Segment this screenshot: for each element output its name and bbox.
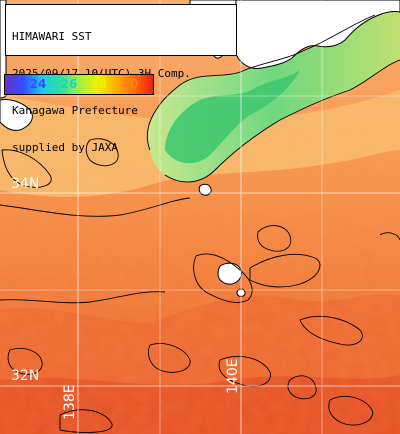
cold-water-core: [165, 70, 300, 164]
title-line-product: HIMAWARI SST: [12, 29, 92, 43]
land-honshu: [233, 0, 400, 69]
title-line-region: Kanagawa Prefecture: [12, 104, 138, 118]
colorbar-tick-26: 26: [60, 77, 78, 91]
lat-label-32n: 32N: [11, 368, 40, 384]
island-oshima: [217, 262, 243, 285]
lon-label-140e: 140E: [225, 358, 241, 394]
lat-label-34n: 34N: [11, 176, 40, 192]
sst-colorbar: 24 26 28 30: [4, 74, 154, 95]
colorbar-tick-30: 30: [121, 77, 139, 91]
title-line-credit: supplied by JAXA: [12, 141, 118, 155]
colorbar-tick-28: 28: [90, 77, 108, 91]
lon-label-138e: 138E: [62, 384, 78, 420]
map-title-box: HIMAWARI SST 2025/09/17 10(UTC) 3H Comp.…: [5, 4, 237, 154]
land-western-coast: [0, 99, 33, 131]
colorbar-tick-24: 24: [29, 77, 47, 91]
island-small: [198, 183, 212, 196]
